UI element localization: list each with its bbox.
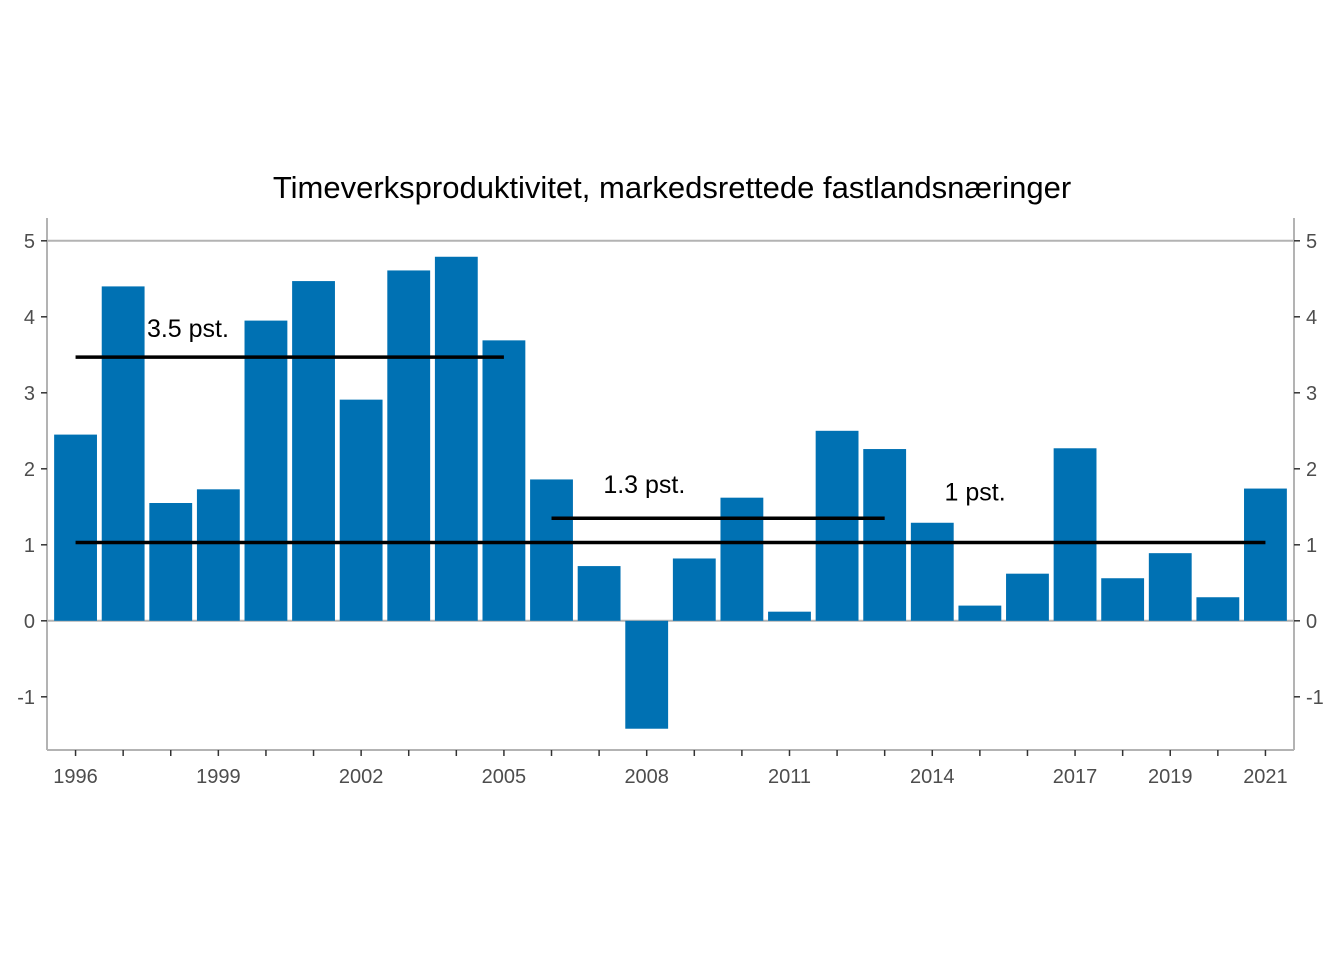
bar-2015 [958,605,1002,621]
x-tick-label-2021: 2021 [1243,766,1288,788]
bar-2021 [1244,488,1287,621]
x-tick-label-2002: 2002 [339,766,384,788]
chart-title: Timeverksproduktivitet, markedsrettede f… [273,170,1071,205]
y-tick-label-right: 2 [1306,459,1317,481]
bar-1996 [54,434,97,621]
y-tick-label-left: 0 [24,611,35,633]
bar-2004 [434,256,478,621]
bar-2020 [1196,597,1240,621]
bar-1997 [101,286,145,621]
bar-1999 [196,489,240,621]
y-tick-label-left: 5 [24,231,35,253]
x-tick-label-1996: 1996 [53,766,98,788]
y-tick-label-right: 4 [1306,307,1317,329]
bar-2003 [387,270,431,621]
reference-label-2: 1.3 pst. [603,471,685,499]
x-tick-label-1999: 1999 [196,766,241,788]
bar-2018 [1101,578,1145,621]
bar-1998 [149,503,193,621]
y-tick-label-left: 3 [24,383,35,405]
bar-2008 [625,620,669,729]
reference-label-1: 3.5 pst. [147,315,229,343]
bar-2001 [292,281,335,621]
y-tick-label-right: -1 [1306,687,1324,709]
x-tick-label-2005: 2005 [482,766,527,788]
bar-2006 [530,479,573,621]
bar-2016 [1006,573,1049,621]
bar-2011 [768,611,811,621]
bar-2005 [482,340,526,621]
bar-2002 [339,399,383,621]
x-tick-label-2019: 2019 [1148,766,1193,788]
bar-2007 [577,566,621,621]
bar-2012 [815,430,859,621]
x-tick-label-2017: 2017 [1053,766,1098,788]
y-tick-label-left: 2 [24,459,35,481]
bar-2009 [672,558,716,621]
bar-2010 [720,497,764,621]
y-tick-label-right: 3 [1306,383,1317,405]
reference-label-3: 1 pst. [945,479,1006,507]
y-tick-label-left: 4 [24,307,35,329]
bar-2017 [1053,448,1097,621]
bar-2013 [863,449,907,621]
bar-2000 [244,320,288,621]
y-tick-label-left: -1 [17,687,35,709]
x-tick-label-2011: 2011 [768,766,811,788]
y-tick-label-right: 1 [1306,535,1317,557]
bar-2019 [1148,553,1192,621]
y-tick-label-right: 5 [1306,231,1317,253]
y-tick-label-left: 1 [24,535,35,557]
y-tick-label-right: 0 [1306,611,1317,633]
bar-2014 [910,522,954,621]
x-tick-label-2008: 2008 [624,766,669,788]
x-tick-label-2014: 2014 [910,766,955,788]
